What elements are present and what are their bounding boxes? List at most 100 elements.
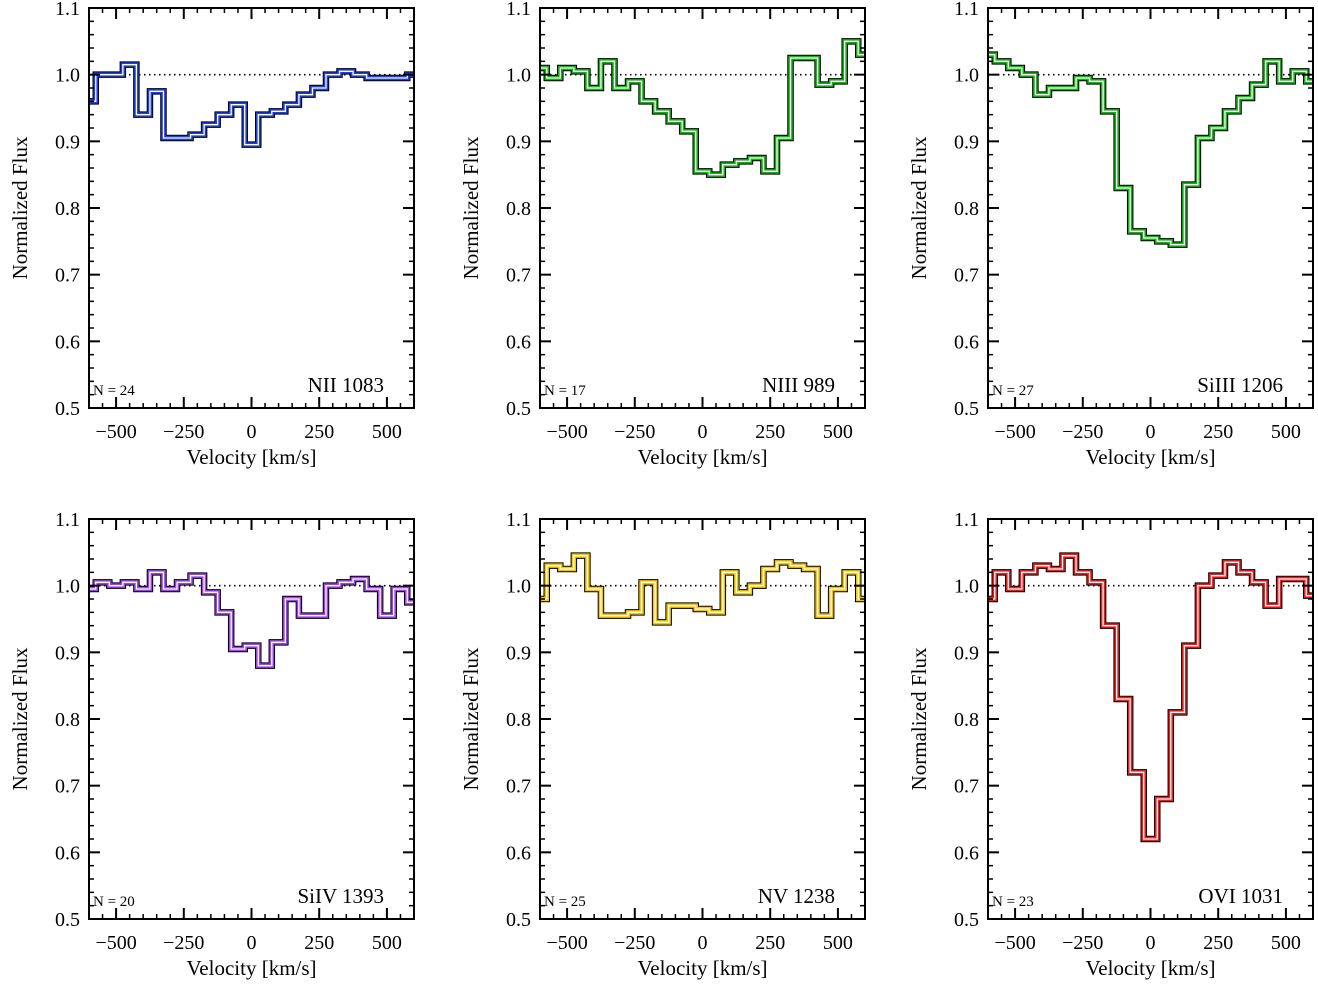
x-tick-label: −500 bbox=[95, 421, 136, 443]
chart-panel-0: −500 −250 0 250 500 0.5 0.6 0.7 0.8 0.9 1.0 1.1 Velo… bbox=[8, 0, 415, 469]
x-tick-label: −500 bbox=[546, 932, 587, 954]
y-tick-label: 0.7 bbox=[954, 776, 979, 798]
y-tick-label: 0.5 bbox=[954, 909, 979, 931]
y-tick-label: 1.1 bbox=[954, 509, 979, 531]
y-tick-label: 0.5 bbox=[55, 909, 80, 931]
y-tick-label: 0.6 bbox=[506, 331, 531, 353]
x-tick-label: 500 bbox=[1271, 932, 1301, 954]
flux-series bbox=[89, 61, 414, 148]
y-axis-title: Normalized Flux bbox=[907, 136, 931, 279]
y-tick-label: 0.6 bbox=[55, 331, 80, 353]
y-tick-label: 0.9 bbox=[506, 131, 531, 153]
flux-series bbox=[988, 51, 1313, 248]
x-axis-title: Velocity [km/s] bbox=[1085, 956, 1215, 980]
y-tick-label: 1.1 bbox=[55, 0, 80, 20]
ion-line-label: NIII 989 bbox=[762, 373, 835, 397]
y-tick-label: 1.0 bbox=[506, 576, 531, 598]
y-tick-label: 1.0 bbox=[55, 576, 80, 598]
x-tick-label: 500 bbox=[823, 932, 853, 954]
y-tick-label: 0.7 bbox=[55, 776, 80, 798]
x-tick-label: 0 bbox=[1146, 932, 1156, 954]
y-tick-label: 1.0 bbox=[954, 576, 979, 598]
y-tick-label: 1.0 bbox=[506, 65, 531, 87]
n-count-label: N = 27 bbox=[992, 383, 1034, 399]
y-tick-label: 0.5 bbox=[954, 398, 979, 420]
flux-step-line bbox=[89, 570, 414, 668]
y-tick-label: 0.9 bbox=[954, 642, 979, 664]
x-axis-title: Velocity [km/s] bbox=[637, 445, 767, 469]
ion-line-label: SiIV 1393 bbox=[297, 884, 384, 908]
y-tick-label: 0.6 bbox=[506, 842, 531, 864]
y-tick-label: 0.9 bbox=[55, 131, 80, 153]
flux-series bbox=[89, 569, 414, 669]
x-tick-label: 500 bbox=[372, 932, 402, 954]
y-tick-label: 0.7 bbox=[954, 265, 979, 287]
x-axis-title: Velocity [km/s] bbox=[1085, 445, 1215, 469]
x-tick-label: −250 bbox=[614, 932, 655, 954]
flux-series bbox=[540, 552, 865, 626]
x-tick-label: 0 bbox=[698, 421, 708, 443]
plot-frame bbox=[987, 518, 1314, 920]
chart-panel-3: −500 −250 0 250 500 0.5 0.6 0.7 0.8 0.9 1.0 1.1 Velo… bbox=[8, 509, 415, 980]
chart-panel-1: −500 −250 0 250 500 0.5 0.6 0.7 0.8 0.9 1.0 1.1 Velo… bbox=[459, 0, 866, 469]
y-axis-title: Normalized Flux bbox=[907, 647, 931, 790]
y-tick-label: 0.5 bbox=[506, 398, 531, 420]
x-tick-label: 500 bbox=[1271, 421, 1301, 443]
y-axis-title: Normalized Flux bbox=[8, 136, 32, 279]
flux-series bbox=[988, 552, 1313, 843]
y-tick-label: 0.8 bbox=[954, 198, 979, 220]
n-count-label: N = 23 bbox=[992, 894, 1034, 910]
x-tick-label: −250 bbox=[1062, 932, 1103, 954]
y-tick-label: 0.8 bbox=[55, 709, 80, 731]
x-axis-title: Velocity [km/s] bbox=[637, 956, 767, 980]
flux-step-core bbox=[89, 64, 414, 146]
n-count-label: N = 25 bbox=[544, 894, 586, 910]
x-tick-label: 250 bbox=[304, 932, 334, 954]
y-tick-label: 1.1 bbox=[55, 509, 80, 531]
y-axis-title: Normalized Flux bbox=[459, 647, 483, 790]
flux-step-line bbox=[89, 62, 414, 147]
chart-panel-2: −500 −250 0 250 500 0.5 0.6 0.7 0.8 0.9 1.0 1.1 Velo… bbox=[907, 0, 1314, 469]
x-tick-label: 250 bbox=[755, 932, 785, 954]
y-tick-label: 1.1 bbox=[954, 0, 979, 20]
flux-step-core bbox=[89, 571, 414, 667]
flux-step-core bbox=[988, 555, 1313, 840]
y-tick-label: 0.6 bbox=[954, 331, 979, 353]
x-tick-label: 0 bbox=[247, 932, 257, 954]
x-tick-label: 250 bbox=[1203, 421, 1233, 443]
flux-step-core bbox=[540, 555, 865, 623]
y-tick-label: 1.1 bbox=[506, 0, 531, 20]
ion-line-label: NV 1238 bbox=[758, 884, 835, 908]
y-tick-label: 0.7 bbox=[506, 265, 531, 287]
y-tick-label: 0.8 bbox=[954, 709, 979, 731]
x-tick-label: −500 bbox=[994, 421, 1035, 443]
y-tick-label: 0.5 bbox=[506, 909, 531, 931]
y-tick-label: 0.8 bbox=[506, 198, 531, 220]
y-tick-label: 0.8 bbox=[55, 198, 80, 220]
flux-step-core bbox=[988, 54, 1313, 246]
ion-line-label: OVI 1031 bbox=[1198, 884, 1283, 908]
x-tick-label: −250 bbox=[163, 421, 204, 443]
x-axis-title: Velocity [km/s] bbox=[186, 956, 316, 980]
x-tick-label: 0 bbox=[698, 932, 708, 954]
flux-series bbox=[540, 38, 865, 178]
y-tick-label: 0.7 bbox=[506, 776, 531, 798]
ion-line-label: NII 1083 bbox=[308, 373, 384, 397]
y-tick-label: 0.7 bbox=[55, 265, 80, 287]
flux-step-line bbox=[540, 39, 865, 177]
x-tick-label: −500 bbox=[546, 421, 587, 443]
ion-line-label: SiIII 1206 bbox=[1197, 373, 1283, 397]
x-tick-label: −250 bbox=[163, 932, 204, 954]
y-tick-label: 1.0 bbox=[55, 65, 80, 87]
flux-step-line bbox=[988, 52, 1313, 247]
chart-panel-4: −500 −250 0 250 500 0.5 0.6 0.7 0.8 0.9 1.0 1.1 Velo… bbox=[459, 509, 866, 980]
x-tick-label: 500 bbox=[372, 421, 402, 443]
y-tick-label: 0.8 bbox=[506, 709, 531, 731]
x-tick-label: −500 bbox=[994, 932, 1035, 954]
y-tick-label: 0.5 bbox=[55, 398, 80, 420]
x-tick-label: 250 bbox=[304, 421, 334, 443]
flux-step-core bbox=[540, 40, 865, 176]
y-tick-label: 0.6 bbox=[954, 842, 979, 864]
chart-panel-5: −500 −250 0 250 500 0.5 0.6 0.7 0.8 0.9 1.0 1.1 Velo… bbox=[907, 509, 1314, 980]
y-axis-title: Normalized Flux bbox=[8, 647, 32, 790]
